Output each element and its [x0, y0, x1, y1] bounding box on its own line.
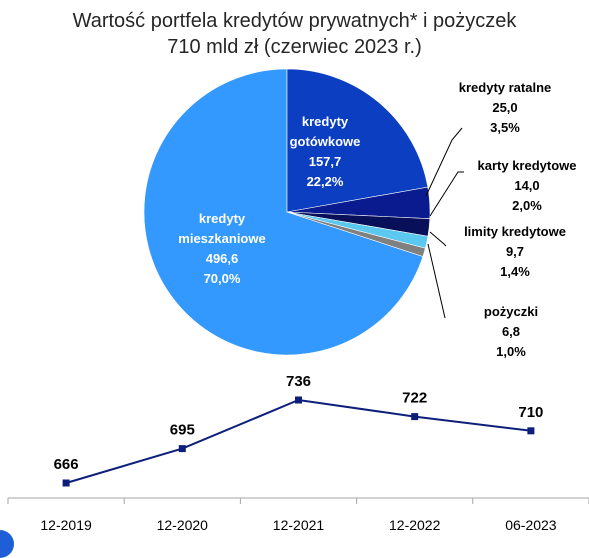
- data-label-2: 736: [286, 373, 311, 390]
- pie-label-mieszkaniowe-line-1: mieszkaniowe: [178, 231, 265, 246]
- pie-label-5-line-0: pożyczki: [484, 304, 538, 319]
- data-label-4: 710: [518, 404, 543, 421]
- pie-label-3-line-0: karty kredytowe: [478, 158, 577, 173]
- pie-label-4-line-2: 1,4%: [500, 264, 530, 279]
- data-label-1: 695: [170, 422, 195, 439]
- data-point-3: [411, 413, 419, 421]
- pie-label-gotowkowe-line-3: 22,2%: [307, 174, 344, 189]
- pie-leader-4: [429, 231, 447, 247]
- data-point-1: [178, 445, 186, 453]
- pie-label-2-line-1: 25,0: [492, 100, 517, 115]
- x-tick-label-1: 12-2020: [157, 517, 209, 533]
- data-point-2: [295, 396, 302, 404]
- pie-label-3-line-2: 2,0%: [512, 198, 542, 213]
- x-tick-label-0: 12-2019: [40, 517, 92, 533]
- data-label-0: 666: [54, 456, 79, 473]
- data-label-3: 722: [402, 390, 427, 407]
- pie-slice-0: [143, 68, 424, 356]
- pie-label-mieszkaniowe-line-0: kredyty: [199, 211, 246, 226]
- data-point-0: [62, 479, 70, 487]
- pie-leader-3: [429, 171, 464, 217]
- portfolio-chart: kredyty mieszkaniowe 496,6 70,0% kredyty gotó…: [7, 68, 589, 533]
- pie-label-2-line-2: 3,5%: [490, 120, 520, 135]
- x-tick-label-3: 12-2022: [389, 517, 441, 533]
- pie-label-mieszkaniowe-line-3: 70,0%: [204, 271, 241, 286]
- pie-label-mieszkaniowe-line-2: 496,6: [206, 251, 239, 266]
- pie-slice-1: [286, 68, 429, 213]
- pie-slice-5: [286, 211, 426, 257]
- series-line: [65, 398, 532, 484]
- pie-label-2-line-0: kredyty ratalne: [459, 80, 552, 95]
- pie-label-gotowkowe-line-2: 157,7: [309, 154, 342, 169]
- chart-title-line2: 710 mld zł (czerwiec 2023 r.): [167, 36, 422, 58]
- data-point-4: [527, 427, 535, 435]
- pie-leader-5: [427, 243, 446, 319]
- x-tick-label-4: 06-2023: [505, 517, 557, 533]
- pie-label-gotowkowe-line-0: kredyty: [302, 114, 349, 129]
- pie-label-4-line-0: limity kredytowe: [464, 224, 566, 239]
- pie-leader-2: [425, 127, 463, 197]
- pie-label-gotowkowe-line-1: gotówkowe: [290, 134, 361, 149]
- pie-label-5-line-1: 6,8: [502, 324, 520, 339]
- pie-label-5-line-2: 1,0%: [496, 344, 526, 359]
- x-tick-label-2: 12-2021: [273, 517, 325, 533]
- pie-label-3-line-1: 14,0: [514, 178, 539, 193]
- chart-title-line1: Wartość portfela kredytów prywatnych* i …: [72, 10, 517, 32]
- pie-label-4-line-1: 9,7: [506, 244, 524, 259]
